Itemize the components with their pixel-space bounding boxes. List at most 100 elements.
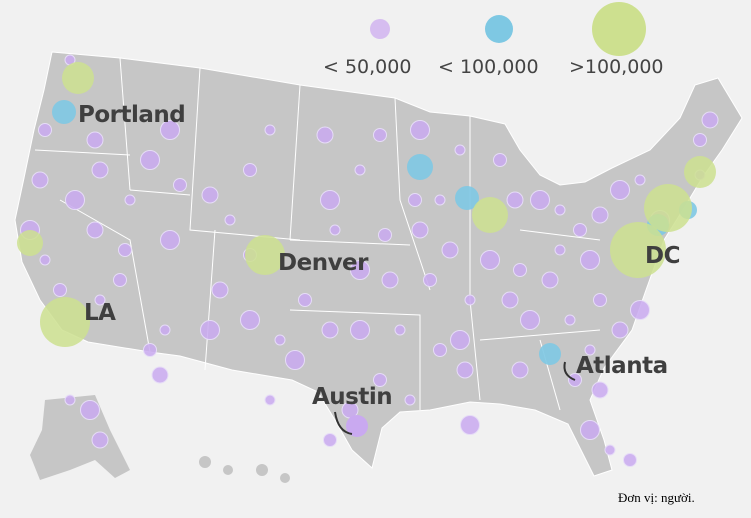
austin-arrow	[334, 411, 353, 435]
city-bubble-small	[160, 230, 180, 250]
city-bubble-small	[564, 314, 576, 326]
city-bubble-medium	[455, 186, 479, 210]
city-bubble-small	[441, 241, 459, 259]
city-bubble-small	[411, 221, 429, 239]
city-bubble-small	[450, 330, 470, 350]
city-bubble-small	[264, 124, 276, 136]
city-bubble-small	[573, 223, 587, 237]
city-bubble-small	[464, 294, 476, 306]
state-border	[204, 229, 216, 371]
city-bubble-small	[321, 321, 339, 339]
city-bubble-small	[39, 254, 51, 266]
city-bubble-austin	[346, 415, 368, 437]
city-bubble-small	[211, 281, 229, 299]
city-bubble-small	[240, 310, 260, 330]
city-bubble-small	[394, 324, 406, 336]
city-bubble-small	[224, 214, 236, 226]
city-bubble-small	[323, 433, 337, 447]
city-bubble-small	[610, 180, 630, 200]
city-bubble-large	[644, 184, 692, 232]
city-bubble-small	[373, 128, 387, 142]
city-bubble-small	[554, 244, 566, 256]
city-bubble-small	[143, 343, 157, 357]
city-bubble-small	[31, 171, 49, 189]
state-border	[479, 329, 601, 341]
city-bubble-large	[17, 230, 43, 256]
city-bubble-small	[64, 394, 76, 406]
city-bubble-small	[634, 174, 646, 186]
state-border	[289, 239, 411, 246]
city-bubble-small	[701, 111, 719, 129]
legend-medium-circle	[485, 15, 513, 43]
city-bubble-small	[285, 350, 305, 370]
city-bubble-small	[423, 273, 437, 287]
city-label-denver: Denver	[278, 250, 369, 276]
city-bubble-small	[408, 193, 422, 207]
city-bubble-small	[501, 291, 519, 309]
city-bubble-small	[316, 126, 334, 144]
hawaii-island	[280, 473, 290, 483]
city-bubble-small	[94, 294, 106, 306]
city-bubble-small	[354, 164, 366, 176]
state-border	[519, 229, 601, 241]
city-bubble-small	[554, 204, 566, 216]
city-bubble-small	[113, 273, 127, 287]
city-bubble-small	[200, 320, 220, 340]
city-bubble-small	[378, 228, 392, 242]
city-bubble-small	[373, 373, 387, 387]
city-bubble-small	[580, 250, 600, 270]
city-bubble-small	[329, 224, 341, 236]
state-border	[34, 149, 131, 156]
city-bubble-small	[693, 133, 707, 147]
city-label-austin: Austin	[312, 384, 393, 410]
legend-large-label: >100,000	[569, 56, 664, 78]
hawaii-island	[199, 456, 211, 468]
city-bubble-small	[506, 191, 524, 209]
city-bubble-large	[245, 235, 285, 275]
city-bubble-small	[591, 381, 609, 399]
city-bubble-small	[160, 120, 180, 140]
state-border	[289, 84, 301, 241]
state-border	[59, 199, 151, 353]
city-bubble-small	[513, 263, 527, 277]
city-label-portland: Portland	[78, 102, 186, 128]
city-bubble-small	[630, 300, 650, 320]
city-bubble-small	[530, 190, 550, 210]
city-bubble-small	[404, 394, 416, 406]
legend-small-circle	[370, 19, 390, 39]
unit-note: Đơn vị: người.	[618, 490, 695, 505]
atlanta-arrow	[563, 361, 576, 381]
legend-small-label: < 50,000	[323, 56, 412, 78]
legend-medium-label: < 100,000	[438, 56, 539, 78]
city-bubble-large	[40, 297, 90, 347]
legend-large-circle	[592, 2, 646, 56]
city-bubble-small	[173, 178, 187, 192]
city-bubble-small	[460, 415, 480, 435]
city-bubble-small	[159, 324, 171, 336]
hawaii-island	[223, 465, 233, 475]
city-bubble-small	[480, 250, 500, 270]
city-bubble-small	[541, 271, 559, 289]
city-bubble-small	[65, 190, 85, 210]
city-bubble-small	[298, 293, 312, 307]
city-bubble-small	[91, 431, 109, 449]
city-bubble-small	[86, 221, 104, 239]
city-bubble-small	[38, 123, 52, 137]
city-label-atlanta: Atlanta	[576, 353, 668, 379]
city-bubble-small	[593, 293, 607, 307]
city-bubble-small	[623, 453, 637, 467]
city-bubble-small	[274, 334, 286, 346]
city-bubble-small	[53, 283, 67, 297]
city-bubble-small	[434, 194, 446, 206]
city-bubble-large	[62, 62, 94, 94]
city-bubble-small	[140, 150, 160, 170]
city-bubble-small	[201, 186, 219, 204]
city-bubble-small	[611, 321, 629, 339]
city-bubble-small	[350, 320, 370, 340]
city-bubble-small	[350, 260, 370, 280]
city-bubble-large	[472, 197, 508, 233]
city-bubble-small	[243, 163, 257, 177]
city-bubble-small	[580, 420, 600, 440]
city-bubble-large	[684, 156, 716, 188]
